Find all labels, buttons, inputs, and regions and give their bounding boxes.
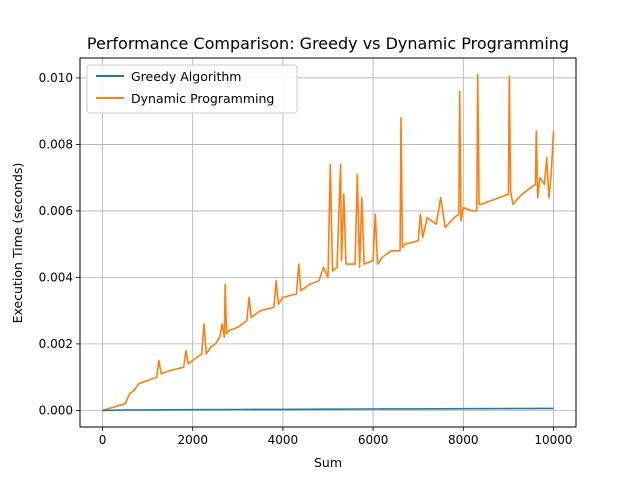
- y-tick-label: 0.002: [39, 337, 73, 351]
- x-tick-label: 8000: [448, 433, 479, 447]
- series-line-dynamic: [102, 73, 555, 412]
- x-tick-label: 2000: [177, 433, 208, 447]
- y-tick-label: 0.006: [39, 204, 73, 218]
- legend-label-dynamic: Dynamic Programming: [131, 91, 274, 106]
- y-tick-label: 0.000: [39, 403, 73, 417]
- y-axis-label: Execution Time (seconds): [10, 163, 25, 324]
- legend-box: [86, 64, 298, 114]
- x-tick-label: 6000: [358, 433, 389, 447]
- series-lines: [102, 73, 555, 412]
- chart-title: Performance Comparison: Greedy vs Dynami…: [87, 34, 569, 53]
- legend-label-greedy: Greedy Algorithm: [131, 69, 241, 84]
- x-tick-label: 4000: [268, 433, 299, 447]
- x-axis-label: Sum: [314, 455, 342, 470]
- legend: Greedy Algorithm Dynamic Programming: [86, 64, 298, 114]
- plot-frame: [79, 57, 577, 428]
- x-tick-label: 10000: [534, 433, 572, 447]
- y-tick-label: 0.008: [39, 137, 73, 151]
- axis-ticks: 0 2000 4000 6000 8000 10000 0.000 0.002 0.004 0.0…: [39, 71, 573, 447]
- y-tick-label: 0.004: [39, 270, 73, 284]
- x-tick-label: 0: [99, 433, 107, 447]
- y-tick-label: 0.010: [39, 71, 73, 85]
- series-line-greedy: [102, 407, 554, 412]
